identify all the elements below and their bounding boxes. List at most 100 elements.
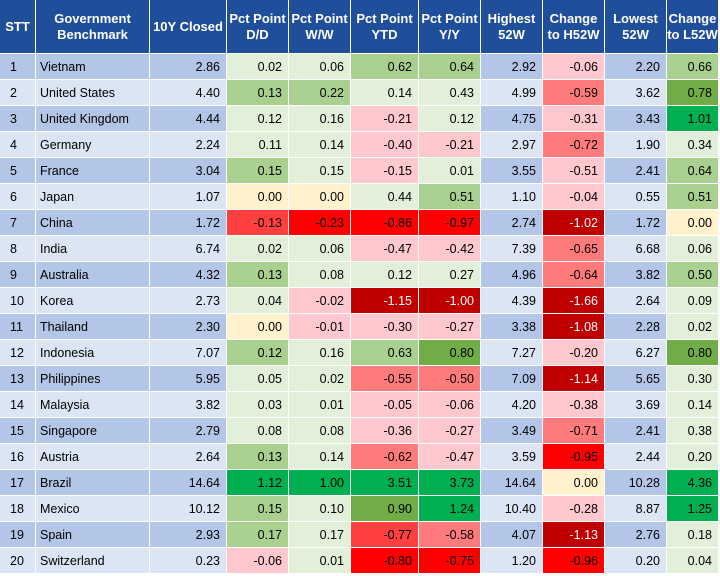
cell-pct-yy: 0.80: [419, 340, 481, 366]
cell-10y-closed: 4.44: [150, 106, 227, 132]
cell-benchmark: United States: [36, 80, 150, 106]
cell-pct-yy: 0.27: [419, 262, 481, 288]
cell-lowest-52w: 2.41: [605, 418, 667, 444]
header-pct-yy: Pct Point Y/Y: [419, 0, 481, 54]
cell-stt: 13: [0, 366, 36, 392]
cell-10y-closed: 10.12: [150, 496, 227, 522]
cell-pct-dd: 0.04: [227, 288, 289, 314]
cell-stt: 5: [0, 158, 36, 184]
cell-10y-closed: 4.32: [150, 262, 227, 288]
cell-stt: 15: [0, 418, 36, 444]
cell-change-h52w: -1.66: [543, 288, 605, 314]
cell-pct-ytd: -0.40: [351, 132, 419, 158]
cell-pct-ww: 0.16: [289, 340, 351, 366]
cell-pct-dd: 0.12: [227, 340, 289, 366]
cell-change-l52w: 1.01: [667, 106, 719, 132]
cell-lowest-52w: 3.43: [605, 106, 667, 132]
cell-pct-ww: 0.17: [289, 522, 351, 548]
cell-pct-ww: 0.08: [289, 262, 351, 288]
cell-stt: 6: [0, 184, 36, 210]
cell-change-h52w: -0.65: [543, 236, 605, 262]
table-row: 5 France 3.04 0.15 0.15 -0.15 0.01 3.55 …: [0, 158, 719, 184]
cell-highest-52w: 4.20: [481, 392, 543, 418]
cell-pct-dd: 0.15: [227, 158, 289, 184]
cell-pct-ytd: 0.62: [351, 54, 419, 80]
cell-stt: 10: [0, 288, 36, 314]
table-row: 17 Brazil 14.64 1.12 1.00 3.51 3.73 14.6…: [0, 470, 719, 496]
cell-benchmark: Spain: [36, 522, 150, 548]
cell-highest-52w: 4.96: [481, 262, 543, 288]
cell-10y-closed: 4.40: [150, 80, 227, 106]
cell-lowest-52w: 2.20: [605, 54, 667, 80]
cell-pct-yy: -0.42: [419, 236, 481, 262]
cell-pct-yy: -1.00: [419, 288, 481, 314]
cell-pct-ytd: -0.55: [351, 366, 419, 392]
cell-lowest-52w: 1.90: [605, 132, 667, 158]
cell-benchmark: China: [36, 210, 150, 236]
cell-pct-ww: 0.14: [289, 132, 351, 158]
cell-change-l52w: 0.80: [667, 340, 719, 366]
cell-pct-dd: 1.12: [227, 470, 289, 496]
cell-pct-ww: 0.08: [289, 418, 351, 444]
cell-highest-52w: 2.97: [481, 132, 543, 158]
table-row: 14 Malaysia 3.82 0.03 0.01 -0.05 -0.06 4…: [0, 392, 719, 418]
table-row: 19 Spain 2.93 0.17 0.17 -0.77 -0.58 4.07…: [0, 522, 719, 548]
cell-pct-yy: 0.43: [419, 80, 481, 106]
cell-highest-52w: 2.74: [481, 210, 543, 236]
header-stt: STT: [0, 0, 36, 54]
cell-change-l52w: 4.36: [667, 470, 719, 496]
cell-pct-dd: 0.13: [227, 262, 289, 288]
cell-pct-ww: 0.00: [289, 184, 351, 210]
cell-pct-ytd: -0.62: [351, 444, 419, 470]
cell-lowest-52w: 8.87: [605, 496, 667, 522]
header-10y-closed: 10Y Closed: [150, 0, 227, 54]
cell-pct-ytd: -0.30: [351, 314, 419, 340]
cell-change-l52w: 0.78: [667, 80, 719, 106]
cell-pct-yy: -0.27: [419, 314, 481, 340]
cell-pct-ww: 0.16: [289, 106, 351, 132]
cell-10y-closed: 2.93: [150, 522, 227, 548]
cell-stt: 16: [0, 444, 36, 470]
cell-change-h52w: -0.31: [543, 106, 605, 132]
cell-change-h52w: -0.72: [543, 132, 605, 158]
table-row: 12 Indonesia 7.07 0.12 0.16 0.63 0.80 7.…: [0, 340, 719, 366]
cell-change-l52w: 0.18: [667, 522, 719, 548]
cell-change-h52w: -0.96: [543, 548, 605, 574]
cell-highest-52w: 7.27: [481, 340, 543, 366]
cell-pct-ww: 0.06: [289, 236, 351, 262]
cell-change-h52w: -0.64: [543, 262, 605, 288]
cell-pct-dd: 0.15: [227, 496, 289, 522]
cell-10y-closed: 2.24: [150, 132, 227, 158]
cell-highest-52w: 7.39: [481, 236, 543, 262]
cell-pct-dd: 0.17: [227, 522, 289, 548]
cell-pct-ytd: -0.15: [351, 158, 419, 184]
header-pct-ytd: Pct Point YTD: [351, 0, 419, 54]
header-change-l52w-label: Change to L52W: [667, 10, 718, 42]
table-row: 10 Korea 2.73 0.04 -0.02 -1.15 -1.00 4.3…: [0, 288, 719, 314]
cell-10y-closed: 1.72: [150, 210, 227, 236]
cell-10y-closed: 1.07: [150, 184, 227, 210]
cell-change-l52w: 0.06: [667, 236, 719, 262]
cell-pct-ww: 0.22: [289, 80, 351, 106]
header-pct-dd-label: Pct Point D/D: [229, 10, 286, 42]
cell-change-h52w: -0.95: [543, 444, 605, 470]
cell-pct-yy: 0.51: [419, 184, 481, 210]
cell-benchmark: Mexico: [36, 496, 150, 522]
cell-stt: 19: [0, 522, 36, 548]
cell-change-l52w: 0.34: [667, 132, 719, 158]
cell-stt: 2: [0, 80, 36, 106]
cell-pct-ytd: -0.47: [351, 236, 419, 262]
cell-change-l52w: 0.30: [667, 366, 719, 392]
cell-change-h52w: -0.59: [543, 80, 605, 106]
cell-benchmark: Australia: [36, 262, 150, 288]
table-row: 1 Vietnam 2.86 0.02 0.06 0.62 0.64 2.92 …: [0, 54, 719, 80]
cell-stt: 1: [0, 54, 36, 80]
cell-pct-yy: -0.47: [419, 444, 481, 470]
cell-pct-ww: 0.14: [289, 444, 351, 470]
table-body: 1 Vietnam 2.86 0.02 0.06 0.62 0.64 2.92 …: [0, 54, 719, 574]
cell-change-l52w: 0.20: [667, 444, 719, 470]
cell-lowest-52w: 3.62: [605, 80, 667, 106]
cell-highest-52w: 4.99: [481, 80, 543, 106]
cell-pct-dd: 0.02: [227, 54, 289, 80]
